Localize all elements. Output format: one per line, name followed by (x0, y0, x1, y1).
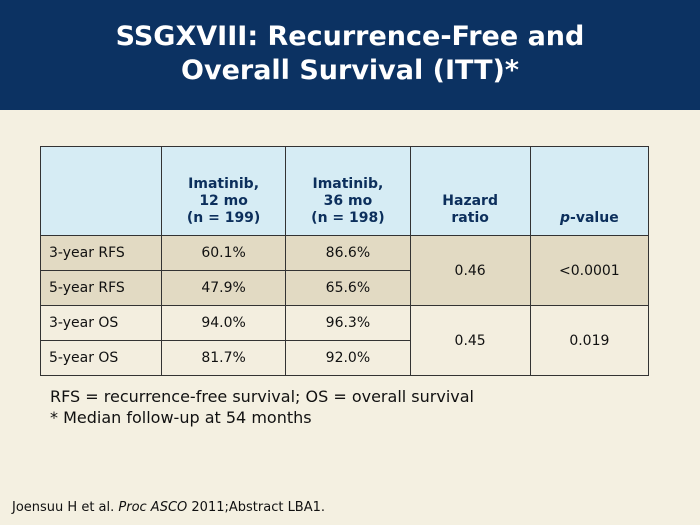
results-table: Imatinib, 12 mo (n = 199) Imatinib, 36 mo (n … (40, 146, 650, 376)
header-row: Imatinib, 12 mo (n = 199) Imatinib, 36 mo (n … (40, 146, 650, 236)
text-part: Proc ASCO (118, 500, 188, 515)
header-line: Imatinib, (312, 176, 384, 192)
corner-cell (40, 146, 162, 236)
cell: 86.6% (285, 235, 411, 271)
citation: Joensuu H et al. Proc ASCO 2011;Abstract… (12, 500, 325, 515)
row-label: 5-year OS (40, 340, 162, 376)
p-value: 0.019 (529, 305, 650, 376)
row-label: 3-year RFS (40, 235, 162, 271)
cell: 81.7% (160, 340, 287, 376)
table-row: 3-year OS 94.0% 96.3% 0.45 0.019 (40, 305, 650, 376)
text-part: -value (570, 210, 619, 226)
note: RFS = recurrence-free survival; OS = ove… (50, 387, 474, 406)
hazard-ratio: 0.45 (409, 305, 531, 376)
header-line: (n = 198) (311, 210, 385, 226)
header-line: 12 mo (199, 193, 248, 209)
header-line: (n = 199) (186, 210, 261, 226)
column-header: Hazard ratio (409, 146, 531, 236)
p-value: <0.0001 (529, 235, 650, 306)
hazard-ratio: 0.46 (409, 235, 531, 306)
column-header: Imatinib, 12 mo (n = 199) (160, 146, 287, 236)
title-line: SSGXVIII: Recurrence-Free and (115, 21, 585, 52)
note: * Median follow-up at 54 months (50, 408, 312, 427)
table-row: 3-year RFS 60.1% 86.6% 0.46 <0.0001 (40, 235, 650, 306)
row-label: 3-year OS (40, 305, 162, 341)
notes: RFS = recurrence-free survival; OS = ove… (50, 386, 474, 428)
title: SSGXVIII: Recurrence-Free and Overall Sur… (0, 0, 700, 110)
cell: 65.6% (285, 270, 411, 306)
cell: 94.0% (160, 305, 287, 341)
cell: 96.3% (285, 305, 411, 341)
title-line: Overall Survival (ITT)* (181, 55, 519, 86)
cell: 60.1% (160, 235, 287, 271)
column-header: Imatinib, 36 mo (n = 198) (285, 146, 411, 236)
text-part: Joensuu H et al. (12, 500, 119, 515)
header-line: 36 mo (323, 193, 373, 209)
text-part: p (560, 210, 571, 226)
cell: 47.9% (160, 270, 287, 306)
header-line: Hazard (442, 193, 498, 209)
row-label: 5-year RFS (40, 270, 162, 306)
text-part: 2011;Abstract LBA1. (187, 500, 326, 515)
column-header: p-value (529, 146, 650, 236)
cell: 92.0% (285, 340, 411, 376)
header-line: Imatinib, (188, 176, 260, 192)
header-line: ratio (451, 210, 489, 226)
